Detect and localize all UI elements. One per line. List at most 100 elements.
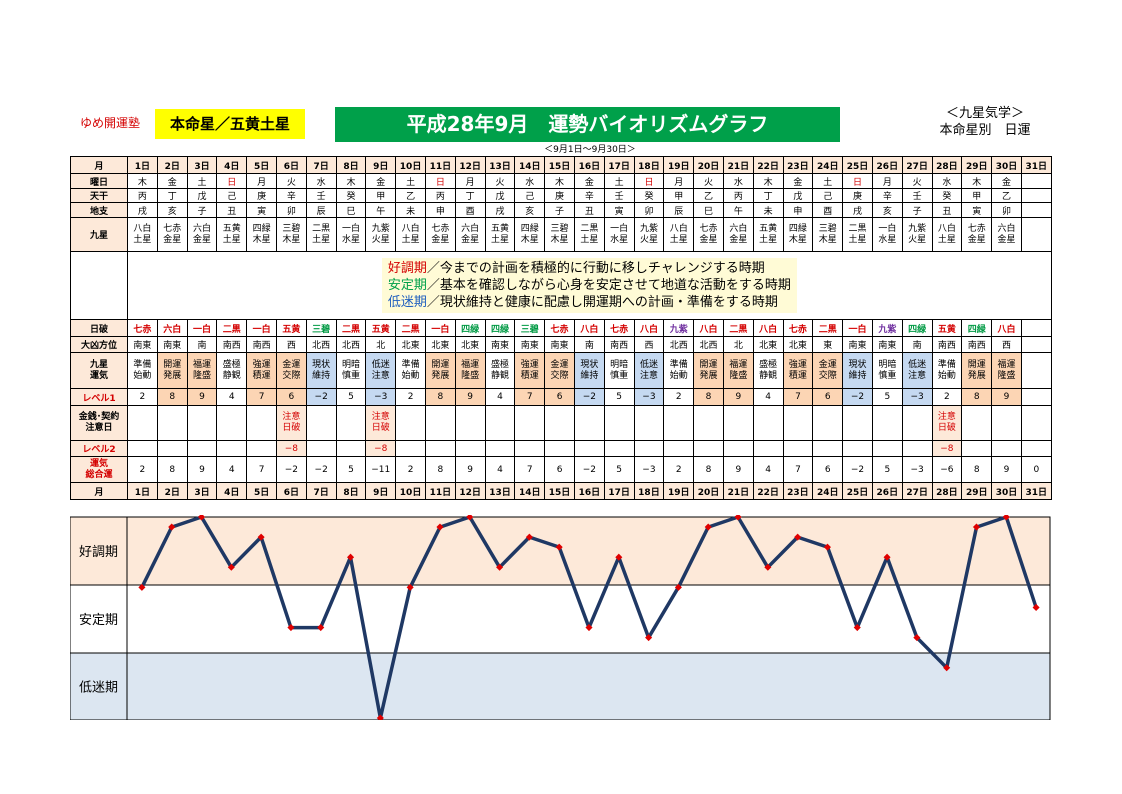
weekday-cell: 土: [395, 173, 426, 189]
level1-cell: 6: [275, 388, 307, 406]
day-header-cell: 6日: [275, 156, 307, 174]
day-footer-cell: 20日: [693, 482, 724, 500]
row-nippa: 日破 七赤 六白 一白 二黒 一白 五黄 三碧 二黒 五黄 二黒 一白 四緑 四緑 三碧 七赤 八白 七赤 八白 九紫…: [70, 319, 1052, 337]
tenkan-cell: 丙: [424, 188, 456, 203]
kyusei-unki-cell: [1020, 352, 1052, 389]
daikyo-cell: 南東: [871, 336, 903, 353]
chishi-cell: 酉: [812, 202, 844, 218]
weekday-cell: 火: [693, 173, 724, 189]
day-footer-cell: 5日: [246, 482, 277, 500]
kyusei-unki-cell: 福運 隆盛: [991, 352, 1022, 389]
chishi-cell: 寅: [246, 202, 277, 218]
data-point: [615, 553, 623, 561]
daikyo-cell: 北東: [782, 336, 814, 353]
day-header-cell: 16日: [573, 156, 605, 174]
tenkan-cell: 己: [216, 188, 248, 203]
weekday-cell: 木: [127, 173, 158, 189]
day-header-cell: 24日: [812, 156, 844, 174]
sougou-cell: −6: [931, 456, 963, 483]
day-footer-cell: 10日: [395, 482, 426, 500]
daikyo-cell: 南: [186, 336, 218, 353]
chishi-cell: 酉: [454, 202, 486, 218]
tenkan-cell: 庚: [842, 188, 873, 203]
daikyo-cell: 南西: [603, 336, 635, 353]
daikyo-cell: 北西: [335, 336, 367, 353]
weekday-cell: 金: [782, 173, 814, 189]
nippa-cell: 一白: [842, 319, 873, 337]
level2-cell: [246, 440, 277, 457]
kinsen-cell: [901, 405, 933, 441]
level1-cell: [1020, 388, 1052, 406]
sougou-cell: 5: [335, 456, 367, 483]
day-header-label: 月: [70, 156, 128, 174]
daikyo-cell: 南東: [484, 336, 516, 353]
day-header-cell: 4日: [216, 156, 248, 174]
day-footer-cell: 22日: [752, 482, 784, 500]
nippa-cell: 六白: [156, 319, 188, 337]
legend-desc-low: ／現状維持と健康に配慮し開運期への計画・準備をする時期: [426, 295, 778, 310]
day-header-cell: 30日: [991, 156, 1022, 174]
day-footer-label: 月: [70, 482, 128, 500]
level2-cell: [216, 440, 248, 457]
weekday-cell: 木: [961, 173, 993, 189]
kyusei-unki-cell: 低迷 注意: [901, 352, 933, 389]
nippa-cell: 三碧: [514, 319, 546, 337]
tenkan-cell: 丁: [752, 188, 784, 203]
chishi-cell: 丑: [931, 202, 963, 218]
nippa-cell: 五黄: [275, 319, 307, 337]
day-footer-cell: 25日: [842, 482, 873, 500]
kyusei-unki-cell: 開運 発展: [693, 352, 724, 389]
weekday-cell: 月: [454, 173, 486, 189]
kyusei-unki-cell: 準備 始動: [931, 352, 963, 389]
sougou-cell: 7: [514, 456, 546, 483]
chishi-cell: 亥: [871, 202, 903, 218]
kyusei-cell: 三碧 木星: [544, 217, 575, 252]
chishi-cell: 子: [186, 202, 218, 218]
kinsen-cell: [782, 405, 814, 441]
fortune-table: 月 1日 2日 3日 4日 5日 6日 7日 8日 9日 10日 11日 12日 13日 14日 15日 16日…: [70, 156, 1052, 500]
chishi-cell: 寅: [603, 202, 635, 218]
kyusei-cell: 三碧 木星: [275, 217, 307, 252]
weekday-cell: 金: [365, 173, 397, 189]
sougou-cell: 4: [216, 456, 248, 483]
day-header-cell: 27日: [901, 156, 933, 174]
level2-cell: [842, 440, 873, 457]
daikyo-cell: 北東: [424, 336, 456, 353]
day-footer-cell: 8日: [335, 482, 367, 500]
kyusei-unki-cell: 強運 積運: [514, 352, 546, 389]
level1-cell: 9: [186, 388, 218, 406]
kyusei-label: 九星: [70, 217, 128, 252]
chishi-cell: 巳: [693, 202, 724, 218]
kinsen-cell: 注意 日破: [275, 405, 307, 441]
day-header-cell: 1日: [127, 156, 158, 174]
tenkan-cell: 戊: [484, 188, 516, 203]
sougou-cell: −2: [305, 456, 337, 483]
daikyo-cell: 南: [901, 336, 933, 353]
band-low: [126, 652, 1051, 721]
daikyo-cell: 南西: [246, 336, 277, 353]
level1-cell: 4: [484, 388, 516, 406]
level2-cell: [454, 440, 486, 457]
kinsen-cell: [1020, 405, 1052, 441]
kyusei-unki-cell: 金運 交際: [812, 352, 844, 389]
weekday-cell: 日: [633, 173, 665, 189]
legend-box: 好調期／今までの計画を積極的に行動に移しチャレンジする時期 安定期／基本を確認しな…: [127, 251, 1052, 320]
daikyo-cell: 南西: [931, 336, 963, 353]
nippa-cell: 二黒: [395, 319, 426, 337]
kyusei-caption-line2: 本命星別 日運: [939, 123, 1031, 138]
level1-cell: 7: [782, 388, 814, 406]
kyusei-cell: 七赤 金星: [424, 217, 456, 252]
level2-cell: [514, 440, 546, 457]
row-day-footer: 月 1日 2日 3日 4日 5日 6日 7日 8日 9日 10日 11日 12日 13日 14日 15日 16日…: [70, 482, 1052, 500]
tenkan-cell: 己: [812, 188, 844, 203]
legend-term-low: 低迷期: [387, 295, 427, 310]
day-header-cell: 29日: [961, 156, 993, 174]
data-point: [1002, 513, 1010, 521]
weekday-cell: 金: [991, 173, 1022, 189]
level1-cell: 4: [216, 388, 248, 406]
tenkan-cell: 戊: [782, 188, 814, 203]
daikyo-cell: 南東: [544, 336, 575, 353]
sougou-cell: 2: [663, 456, 695, 483]
data-point: [853, 624, 861, 632]
kyusei-cell: 七赤 金星: [961, 217, 993, 252]
